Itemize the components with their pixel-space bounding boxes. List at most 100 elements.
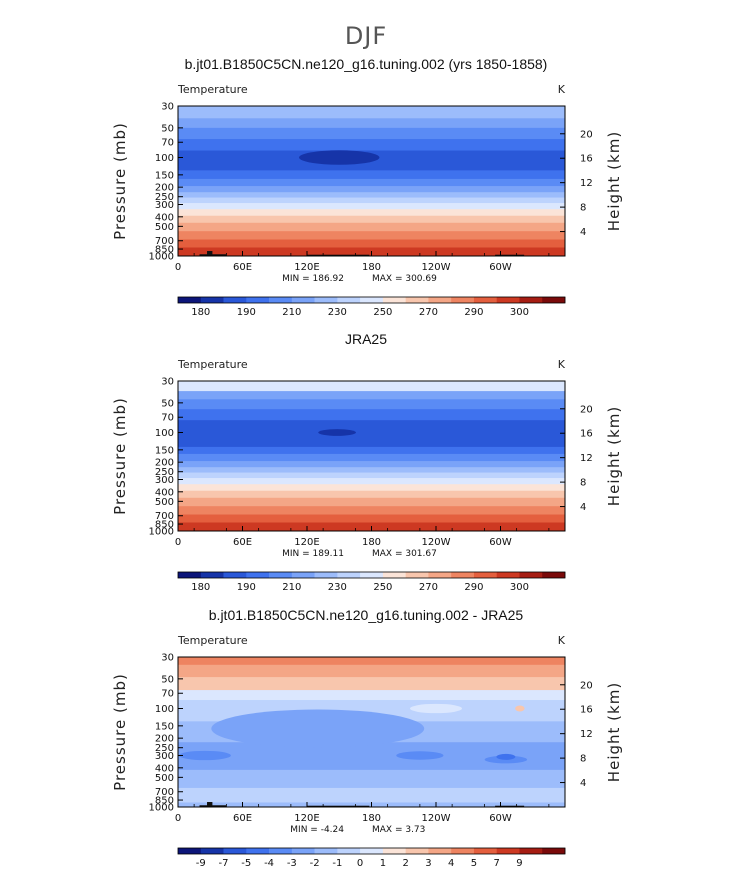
min-label: MIN = 189.11 bbox=[282, 549, 344, 559]
colorbar-swatch bbox=[269, 848, 293, 854]
contour-band bbox=[178, 664, 565, 678]
units-label: K bbox=[558, 83, 566, 96]
pressure-tick-label: 250 bbox=[155, 192, 174, 203]
colorbar-label: -1 bbox=[332, 858, 342, 869]
units-label: K bbox=[558, 634, 566, 647]
colorbar-label: -7 bbox=[219, 858, 229, 869]
height-tick-label: 8 bbox=[580, 203, 586, 214]
pressure-tick-label: 250 bbox=[155, 467, 174, 478]
pressure-tick-label: 500 bbox=[155, 497, 174, 508]
colorbar-label: 250 bbox=[373, 307, 392, 318]
longitude-tick-label: 120E bbox=[294, 537, 319, 548]
pressure-tick-label: 70 bbox=[161, 138, 174, 149]
pressure-tick-label: 1000 bbox=[149, 803, 174, 814]
colorbar-swatch bbox=[451, 848, 475, 854]
panels: b.jt01.B1850C5CN.ne120_g16.tuning.002 (y… bbox=[111, 56, 623, 869]
colorbar-swatch bbox=[246, 297, 270, 303]
height-tick-label: 8 bbox=[580, 478, 586, 489]
colorbar-label: -4 bbox=[264, 858, 274, 869]
longitude-tick-label: 60W bbox=[489, 262, 512, 273]
colorbar-label: 230 bbox=[328, 582, 347, 593]
min-label: MIN = -4.24 bbox=[290, 825, 344, 835]
contour-anomaly bbox=[211, 709, 425, 748]
colorbar-frame bbox=[177, 296, 566, 304]
colorbar-label: 4 bbox=[448, 858, 454, 869]
colorbar-label: -2 bbox=[310, 858, 320, 869]
longitude-tick-label: 120E bbox=[294, 262, 319, 273]
contour-band bbox=[178, 391, 565, 400]
contour-band bbox=[178, 461, 565, 468]
contour-band bbox=[178, 186, 565, 193]
panel-title: b.jt01.B1850C5CN.ne120_g16.tuning.002 - … bbox=[209, 607, 524, 623]
pressure-tick-label: 30 bbox=[161, 653, 174, 664]
pressure-tick-label: 200 bbox=[155, 458, 174, 469]
longitude-tick-label: 60W bbox=[489, 537, 512, 548]
colorbar-label: 180 bbox=[191, 307, 210, 318]
contour-band bbox=[178, 478, 565, 485]
pressure-tick-label: 300 bbox=[155, 751, 174, 762]
panel-model: b.jt01.B1850C5CN.ne120_g16.tuning.002 (y… bbox=[111, 56, 623, 318]
contour-band bbox=[178, 381, 565, 392]
terrain-mask bbox=[495, 805, 525, 807]
pressure-tick-label: 150 bbox=[155, 721, 174, 732]
contour-band bbox=[178, 106, 565, 119]
colorbar-swatch bbox=[337, 572, 361, 578]
colorbar-label: -3 bbox=[287, 858, 297, 869]
colorbar-swatch bbox=[314, 572, 338, 578]
colorbar-swatch bbox=[178, 297, 202, 303]
contour-anomaly bbox=[299, 150, 380, 165]
pressure-tick-label: 700 bbox=[155, 236, 174, 247]
colorbar-swatch bbox=[360, 848, 384, 854]
contour-band bbox=[178, 420, 565, 448]
colorbar-swatch bbox=[337, 297, 361, 303]
height-tick-label: 12 bbox=[580, 729, 593, 740]
contour-band bbox=[178, 170, 565, 180]
contour-band bbox=[178, 690, 565, 701]
longitude-tick-label: 60E bbox=[233, 813, 252, 824]
longitude-tick-label: 60E bbox=[233, 537, 252, 548]
colorbar-swatch bbox=[473, 848, 498, 854]
contour-band bbox=[178, 453, 565, 462]
colorbar-swatch bbox=[360, 572, 384, 578]
pressure-tick-label: 70 bbox=[161, 689, 174, 700]
contour-anomaly bbox=[515, 705, 525, 712]
pressure-tick-label: 50 bbox=[161, 674, 174, 685]
variable-label: Temperature bbox=[177, 358, 248, 371]
contour-band bbox=[178, 231, 565, 241]
colorbar-swatch bbox=[496, 572, 520, 578]
contour-band bbox=[178, 127, 565, 140]
height-tick-label: 16 bbox=[580, 154, 593, 165]
units-label: K bbox=[558, 358, 566, 371]
colorbar-label: 3 bbox=[425, 858, 431, 869]
contour-field bbox=[178, 657, 565, 807]
contour-band bbox=[178, 446, 565, 455]
contour-anomaly bbox=[409, 703, 463, 714]
terrain-mask bbox=[207, 802, 213, 807]
colorbar-swatch bbox=[291, 297, 315, 303]
longitude-tick-label: 120W bbox=[422, 813, 451, 824]
colorbar-swatch bbox=[200, 848, 224, 854]
contour-anomaly bbox=[178, 750, 231, 761]
longitude-tick-label: 60W bbox=[489, 813, 512, 824]
height-tick-label: 16 bbox=[580, 705, 593, 716]
colorbar-swatch bbox=[200, 297, 224, 303]
pressure-tick-label: 100 bbox=[155, 153, 174, 164]
colorbar-swatch bbox=[451, 297, 475, 303]
pressure-tick-label: 100 bbox=[155, 428, 174, 439]
contour-band bbox=[178, 514, 565, 524]
contour-field bbox=[178, 381, 565, 531]
pressure-tick-label: 100 bbox=[155, 704, 174, 715]
pressure-tick-label: 300 bbox=[155, 475, 174, 486]
contour-band bbox=[178, 215, 565, 224]
min-label: MIN = 186.92 bbox=[282, 274, 344, 284]
pressure-tick-label: 400 bbox=[155, 212, 174, 223]
pressure-tick-label: 200 bbox=[155, 734, 174, 745]
colorbar-label: 190 bbox=[237, 582, 256, 593]
panel-diff: b.jt01.B1850C5CN.ne120_g16.tuning.002 - … bbox=[111, 607, 623, 869]
colorbar-frame bbox=[177, 571, 566, 579]
max-label: MAX = 301.67 bbox=[372, 549, 437, 559]
colorbar-label: 250 bbox=[373, 582, 392, 593]
contour-band bbox=[178, 178, 565, 187]
height-axis-title: Height (km) bbox=[605, 131, 623, 231]
height-tick-label: 8 bbox=[580, 754, 586, 765]
